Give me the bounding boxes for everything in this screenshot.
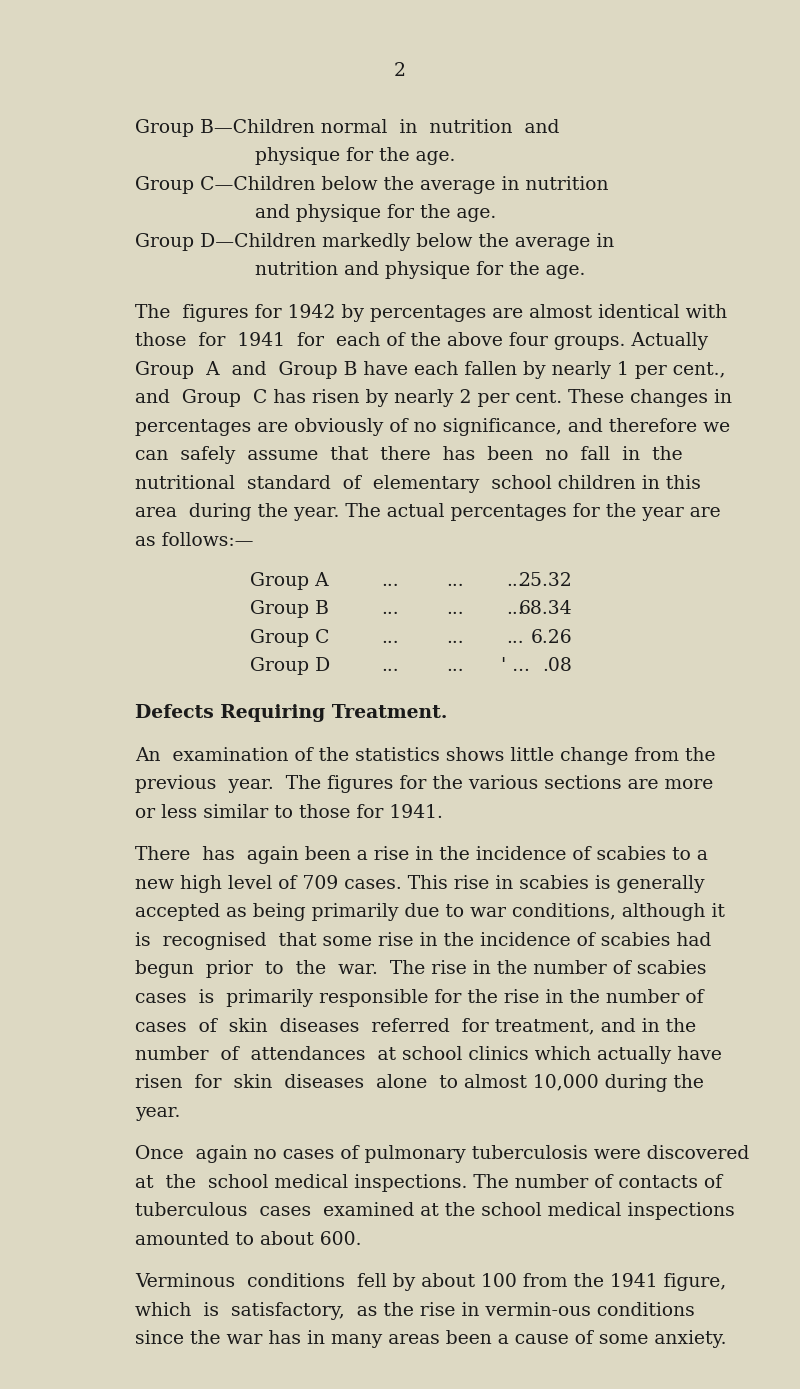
- Text: Verminous  conditions  fell by about 100 from the 1941 figure,: Verminous conditions fell by about 100 f…: [135, 1274, 726, 1292]
- Text: An  examination of the statistics shows little change from the: An examination of the statistics shows l…: [135, 747, 715, 765]
- Text: Defects Requiring Treatment.: Defects Requiring Treatment.: [135, 704, 447, 722]
- Text: since the war has in many areas been a cause of some anxiety.: since the war has in many areas been a c…: [135, 1331, 726, 1349]
- Text: which  is  satisfactory,  as the rise in vermin-ous conditions: which is satisfactory, as the rise in ve…: [135, 1301, 694, 1320]
- Text: accepted as being primarily due to war conditions, although it: accepted as being primarily due to war c…: [135, 903, 725, 921]
- Text: those  for  1941  for  each of the above four groups. Actually: those for 1941 for each of the above fou…: [135, 332, 708, 350]
- Text: ...: ...: [506, 600, 524, 618]
- Text: ...: ...: [506, 572, 524, 590]
- Text: Group B: Group B: [250, 600, 329, 618]
- Text: .08: .08: [542, 657, 572, 675]
- Text: 68.34: 68.34: [518, 600, 572, 618]
- Text: ...: ...: [381, 629, 399, 647]
- Text: Group C: Group C: [250, 629, 330, 647]
- Text: new high level of 709 cases. This rise in scabies is generally: new high level of 709 cases. This rise i…: [135, 875, 705, 893]
- Text: area  during the year. The actual percentages for the year are: area during the year. The actual percent…: [135, 503, 721, 521]
- Text: or less similar to those for 1941.: or less similar to those for 1941.: [135, 804, 443, 822]
- Text: number  of  attendances  at school clinics which actually have: number of attendances at school clinics …: [135, 1046, 722, 1064]
- Text: begun  prior  to  the  war.  The rise in the number of scabies: begun prior to the war. The rise in the …: [135, 960, 706, 978]
- Text: ...: ...: [446, 572, 464, 590]
- Text: ...: ...: [381, 600, 399, 618]
- Text: amounted to about 600.: amounted to about 600.: [135, 1231, 362, 1249]
- Text: nutritional  standard  of  elementary  school children in this: nutritional standard of elementary schoo…: [135, 475, 701, 493]
- Text: There  has  again been a rise in the incidence of scabies to a: There has again been a rise in the incid…: [135, 846, 708, 864]
- Text: ...: ...: [381, 572, 399, 590]
- Text: ...: ...: [446, 629, 464, 647]
- Text: previous  year.  The figures for the various sections are more: previous year. The figures for the vario…: [135, 775, 714, 793]
- Text: nutrition and physique for the age.: nutrition and physique for the age.: [255, 261, 586, 279]
- Text: percentages are obviously of no significance, and therefore we: percentages are obviously of no signific…: [135, 418, 730, 436]
- Text: ...: ...: [446, 600, 464, 618]
- Text: Group C—Children below the average in nutrition: Group C—Children below the average in nu…: [135, 176, 609, 194]
- Text: Group  A  and  Group B have each fallen by nearly 1 per cent.,: Group A and Group B have each fallen by …: [135, 361, 726, 379]
- Text: ...: ...: [506, 629, 524, 647]
- Text: ' ...: ' ...: [501, 657, 530, 675]
- Text: physique for the age.: physique for the age.: [255, 147, 455, 165]
- Text: The  figures for 1942 by percentages are almost identical with: The figures for 1942 by percentages are …: [135, 304, 727, 322]
- Text: Group D—Children markedly below the average in: Group D—Children markedly below the aver…: [135, 233, 614, 251]
- Text: Group B—Children normal  in  nutrition  and: Group B—Children normal in nutrition and: [135, 119, 559, 138]
- Text: tuberculous  cases  examined at the school medical inspections: tuberculous cases examined at the school…: [135, 1203, 734, 1221]
- Text: year.: year.: [135, 1103, 180, 1121]
- Text: Once  again no cases of pulmonary tuberculosis were discovered: Once again no cases of pulmonary tubercu…: [135, 1146, 750, 1164]
- Text: at  the  school medical inspections. The number of contacts of: at the school medical inspections. The n…: [135, 1174, 722, 1192]
- Text: ...: ...: [381, 657, 399, 675]
- Text: Group D: Group D: [250, 657, 330, 675]
- Text: cases  is  primarily responsible for the rise in the number of: cases is primarily responsible for the r…: [135, 989, 703, 1007]
- Text: and  Group  C has risen by nearly 2 per cent. These changes in: and Group C has risen by nearly 2 per ce…: [135, 389, 732, 407]
- Text: 6.26: 6.26: [530, 629, 572, 647]
- Text: 25.32: 25.32: [518, 572, 572, 590]
- Text: risen  for  skin  diseases  alone  to almost 10,000 during the: risen for skin diseases alone to almost …: [135, 1074, 704, 1092]
- Text: ...: ...: [446, 657, 464, 675]
- Text: can  safely  assume  that  there  has  been  no  fall  in  the: can safely assume that there has been no…: [135, 446, 682, 464]
- Text: 2: 2: [394, 63, 406, 81]
- Text: cases  of  skin  diseases  referred  for treatment, and in the: cases of skin diseases referred for trea…: [135, 1017, 696, 1035]
- Text: is  recognised  that some rise in the incidence of scabies had: is recognised that some rise in the inci…: [135, 932, 711, 950]
- Text: and physique for the age.: and physique for the age.: [255, 204, 496, 222]
- Text: Group A: Group A: [250, 572, 329, 590]
- Text: as follows:—: as follows:—: [135, 532, 254, 550]
